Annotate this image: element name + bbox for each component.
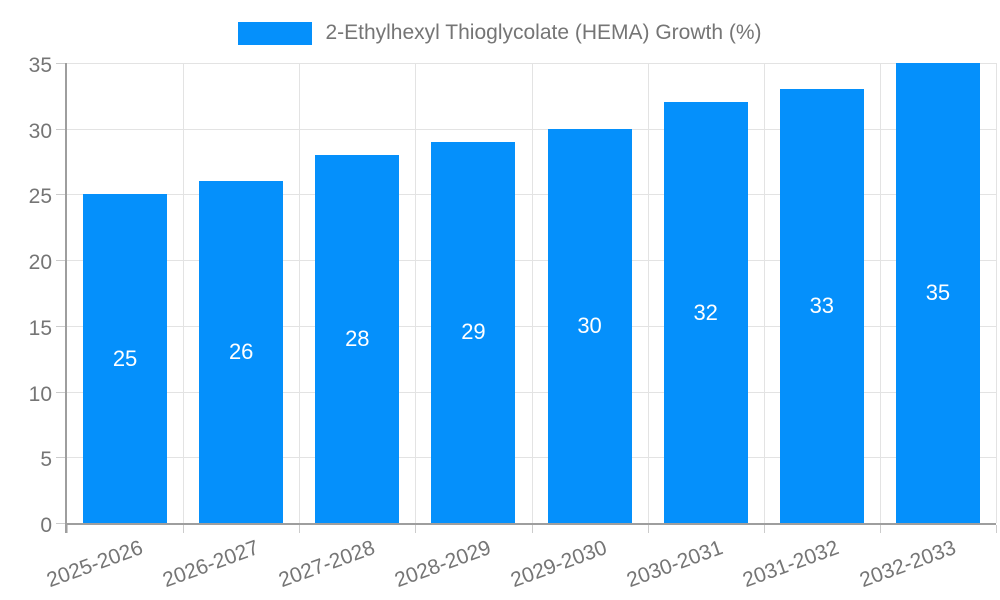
- x-axis-tick: [647, 525, 649, 533]
- y-axis-tick: [56, 128, 66, 130]
- bar[interactable]: 29: [431, 141, 516, 523]
- gridline-v: [647, 63, 649, 523]
- x-axis-tick: [67, 525, 68, 533]
- gridline-v: [763, 63, 765, 523]
- gridline-v: [531, 63, 533, 523]
- y-tick-label: 25: [28, 185, 52, 209]
- bar[interactable]: 28: [315, 155, 400, 523]
- gridline-v: [183, 63, 185, 523]
- y-tick-label: 20: [28, 251, 52, 275]
- x-tick-label: 2031-2032: [740, 536, 843, 593]
- y-tick-label: 5: [40, 448, 52, 472]
- bar-value-label: 25: [112, 345, 138, 371]
- chart-legend[interactable]: 2-Ethylhexyl Thioglycolate (HEMA) Growth…: [0, 10, 1000, 56]
- x-tick-label: 2030-2031: [623, 536, 727, 593]
- bar-value-label: 30: [577, 312, 602, 338]
- y-axis-line: [65, 63, 67, 533]
- x-tick-label: 2029-2030: [507, 536, 611, 593]
- x-tick-label: 2026-2027: [159, 536, 262, 593]
- x-tick-label: 2032-2033: [856, 536, 959, 593]
- x-axis-tick: [996, 525, 997, 533]
- legend-label: 2-Ethylhexyl Thioglycolate (HEMA) Growth…: [325, 21, 762, 44]
- y-axis-tick: [56, 457, 66, 459]
- gridline-v: [879, 63, 881, 523]
- bar[interactable]: 30: [547, 128, 632, 523]
- y-axis-tick: [56, 194, 66, 196]
- x-axis-line: [67, 523, 996, 525]
- bar[interactable]: 25: [83, 194, 168, 523]
- x-axis-tick: [763, 525, 765, 533]
- y-tick-label: 15: [28, 316, 52, 340]
- gridline-v: [996, 63, 997, 523]
- y-tick-label: 30: [28, 119, 52, 143]
- x-axis-tick: [879, 525, 881, 533]
- bar[interactable]: 35: [895, 63, 980, 523]
- x-tick-label: 2025-2026: [43, 536, 146, 593]
- y-tick-label: 10: [28, 382, 52, 406]
- x-axis-tick: [531, 525, 533, 533]
- bar-value-label: 28: [345, 326, 370, 351]
- y-axis-tick: [56, 523, 66, 524]
- bar[interactable]: 26: [199, 181, 284, 523]
- y-axis-tick: [56, 391, 66, 393]
- y-axis-tick: [56, 325, 66, 327]
- bar-value-label: 35: [925, 280, 951, 305]
- y-tick-label: 35: [28, 54, 52, 77]
- gridline-v: [299, 63, 301, 523]
- bar-value-label: 26: [228, 339, 254, 365]
- bar[interactable]: 32: [663, 102, 748, 523]
- bar-value-label: 33: [809, 293, 835, 319]
- y-axis-tick: [56, 260, 66, 262]
- x-axis-tick: [299, 525, 301, 533]
- x-tick-label: 2028-2029: [391, 536, 494, 593]
- x-axis-tick: [183, 525, 185, 533]
- x-axis-tick: [415, 525, 417, 533]
- y-axis-tick: [56, 63, 66, 64]
- x-tick-label: 2027-2028: [275, 536, 378, 593]
- bar-value-label: 32: [693, 299, 718, 325]
- gridline-v: [415, 63, 417, 523]
- bar[interactable]: 33: [779, 89, 864, 523]
- legend-swatch-icon: [238, 21, 313, 45]
- y-tick-label: 0: [40, 514, 52, 537]
- bar-value-label: 29: [461, 319, 486, 345]
